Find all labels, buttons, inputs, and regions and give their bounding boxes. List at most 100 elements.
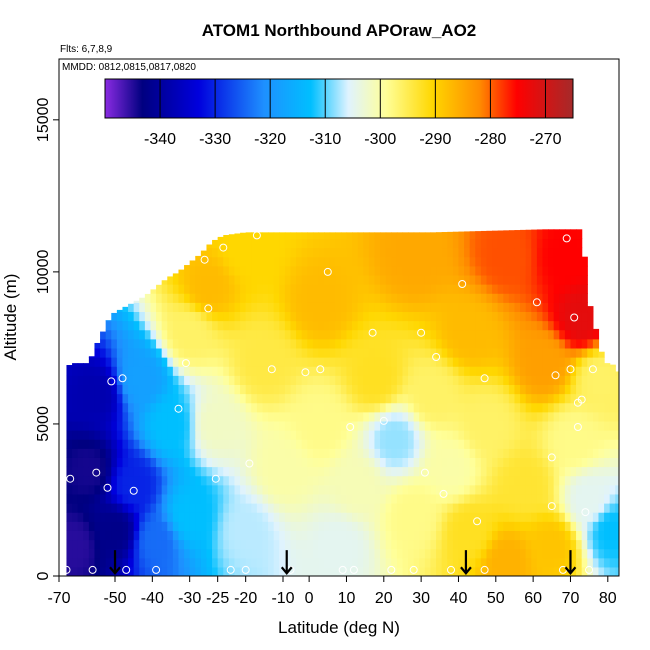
heatmap-cell (256, 512, 264, 522)
heatmap-cell (531, 393, 538, 404)
heatmap-cell (503, 530, 510, 541)
heatmap-cell (312, 357, 320, 367)
heatmap-cell (296, 548, 303, 559)
heatmap-cell (363, 448, 370, 458)
heatmap-cell (144, 357, 152, 367)
heatmap-cell (430, 329, 437, 340)
heatmap-cell (296, 311, 303, 322)
heatmap-cell (228, 457, 236, 468)
heatmap-cell (340, 232, 348, 240)
heatmap-cell (156, 357, 163, 367)
heatmap-cell (380, 457, 387, 468)
heatmap-cell (100, 347, 107, 358)
heatmap-cell (122, 512, 129, 522)
heatmap-cell (189, 274, 196, 285)
sample-point (473, 517, 482, 526)
heatmap-cell (273, 512, 280, 522)
heatmap-cell (195, 548, 202, 559)
heatmap-cell (167, 338, 174, 349)
heatmap-cell (217, 347, 224, 358)
heatmap-cell (564, 539, 572, 550)
heatmap-cell (240, 484, 247, 495)
heatmap-cell (200, 566, 208, 576)
heatmap-cell (469, 311, 476, 322)
heatmap-cell (564, 484, 572, 495)
heatmap-cell (424, 503, 432, 513)
heatmap-cell (352, 375, 359, 385)
heatmap-cell (413, 320, 420, 331)
heatmap-cell (234, 366, 241, 376)
heatmap-cell (419, 302, 426, 313)
heatmap-cell (100, 539, 107, 550)
heatmap-cell (116, 503, 124, 513)
heatmap-cell (340, 293, 348, 303)
heatmap-cell (296, 512, 303, 522)
heatmap-cell (290, 256, 297, 267)
heatmap-cell (520, 439, 527, 449)
heatmap-cell (402, 393, 409, 404)
heatmap-cell (424, 566, 432, 576)
heatmap-cell (391, 448, 398, 458)
heatmap-cell (497, 384, 504, 395)
heatmap-cell (352, 384, 359, 395)
heatmap-cell (497, 448, 504, 458)
heatmap-cell (284, 302, 292, 313)
heatmap-cell (396, 347, 404, 358)
y-tick-label: 5000 (35, 406, 52, 442)
heatmap-cell (424, 366, 432, 376)
heatmap-cell (268, 539, 275, 550)
heatmap-cell (161, 375, 168, 385)
heatmap-cell (195, 466, 202, 477)
heatmap-cell (296, 232, 303, 240)
heatmap-cell (464, 448, 471, 458)
heatmap-cell (234, 247, 241, 258)
heatmap-cell (413, 448, 420, 458)
heatmap-cell (296, 411, 303, 422)
heatmap-cell (167, 384, 174, 395)
heatmap-cell (424, 512, 432, 522)
heatmap-cell (441, 411, 448, 422)
heatmap-cell (598, 411, 605, 422)
heatmap-cell (374, 338, 381, 349)
heatmap-cell (172, 366, 180, 376)
heatmap-cell (105, 384, 112, 395)
heatmap-cell (116, 521, 124, 531)
heatmap-cell (72, 393, 79, 404)
heatmap-cell (452, 311, 460, 322)
heatmap-cell (581, 503, 588, 513)
heatmap-cell (570, 430, 577, 440)
heatmap-cell (167, 530, 174, 541)
heatmap-cell (206, 302, 213, 313)
heatmap-cell (581, 265, 588, 276)
heatmap-cell (564, 284, 572, 294)
heatmap-cell (609, 503, 616, 513)
heatmap-cell (251, 557, 258, 568)
heatmap-cell (217, 448, 224, 458)
heatmap-cell (324, 274, 331, 285)
heatmap-cell (296, 247, 303, 258)
heatmap-cell (548, 439, 555, 449)
heatmap-cell (609, 475, 616, 486)
heatmap-cell (486, 466, 493, 477)
heatmap-cell (105, 357, 112, 367)
heatmap-cell (514, 420, 521, 431)
heatmap-cell (531, 284, 538, 294)
heatmap-cell (464, 521, 471, 531)
heatmap-cell (217, 284, 224, 294)
heatmap-cell (200, 284, 208, 294)
heatmap-cell (122, 475, 129, 486)
heatmap-cell (486, 484, 493, 495)
heatmap-cell (72, 530, 79, 541)
heatmap-cell (447, 393, 454, 404)
heatmap-cell (357, 232, 364, 240)
heatmap-cell (189, 530, 196, 541)
heatmap-cell (514, 238, 521, 249)
heatmap-cell (301, 484, 308, 495)
heatmap-cell (357, 448, 364, 458)
heatmap-cell (223, 302, 230, 313)
heatmap-cell (587, 566, 594, 576)
heatmap-cell (245, 512, 252, 522)
heatmap-cell (144, 375, 152, 385)
heatmap-cell (340, 274, 348, 285)
heatmap-cell (290, 493, 297, 504)
